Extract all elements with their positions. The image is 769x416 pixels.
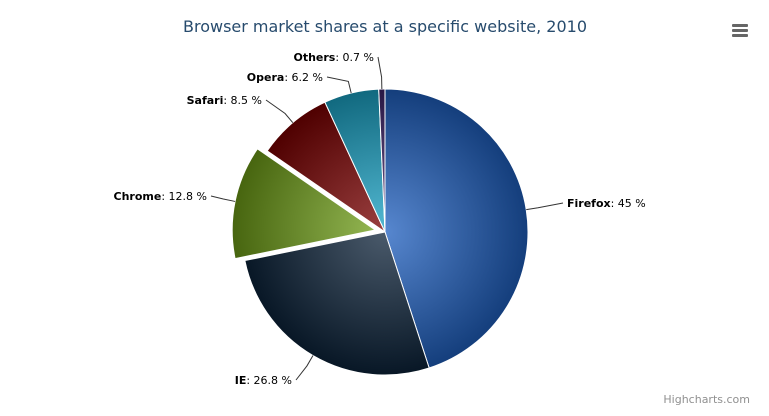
credits-link[interactable]: Highcharts.com xyxy=(663,393,750,406)
label-name: Safari xyxy=(187,94,224,107)
label-value: : 26.8 % xyxy=(246,374,292,387)
connector-safari xyxy=(265,99,294,124)
connector-ie xyxy=(295,355,314,381)
label-name: IE xyxy=(235,374,247,387)
label-value: : 8.5 % xyxy=(223,94,262,107)
connector-others xyxy=(377,56,383,90)
data-label-others: Others: 0.7 % xyxy=(293,51,374,64)
label-name: Others xyxy=(293,51,335,64)
label-name: Chrome xyxy=(114,190,162,203)
chart-title: Browser market shares at a specific webs… xyxy=(183,17,587,36)
label-value: : 0.7 % xyxy=(335,51,374,64)
connector-firefox xyxy=(526,202,564,211)
hamburger-menu-icon[interactable] xyxy=(728,18,752,40)
pie-slice-firefox[interactable] xyxy=(384,88,529,369)
pie-slice-others[interactable] xyxy=(378,88,386,233)
data-label-firefox: Firefox: 45 % xyxy=(567,197,646,210)
label-name: Firefox xyxy=(567,197,611,210)
data-label-chrome: Chrome: 12.8 % xyxy=(114,190,207,203)
data-label-ie: IE: 26.8 % xyxy=(235,374,292,387)
label-value: : 45 % xyxy=(611,197,646,210)
data-label-opera: Opera: 6.2 % xyxy=(247,71,323,84)
label-value: : 12.8 % xyxy=(161,190,207,203)
label-value: : 6.2 % xyxy=(284,71,323,84)
connector-opera xyxy=(326,76,352,94)
pie-slice-ie[interactable] xyxy=(244,231,430,376)
connector-chrome xyxy=(210,195,236,202)
data-label-safari: Safari: 8.5 % xyxy=(187,94,262,107)
label-name: Opera xyxy=(247,71,285,84)
